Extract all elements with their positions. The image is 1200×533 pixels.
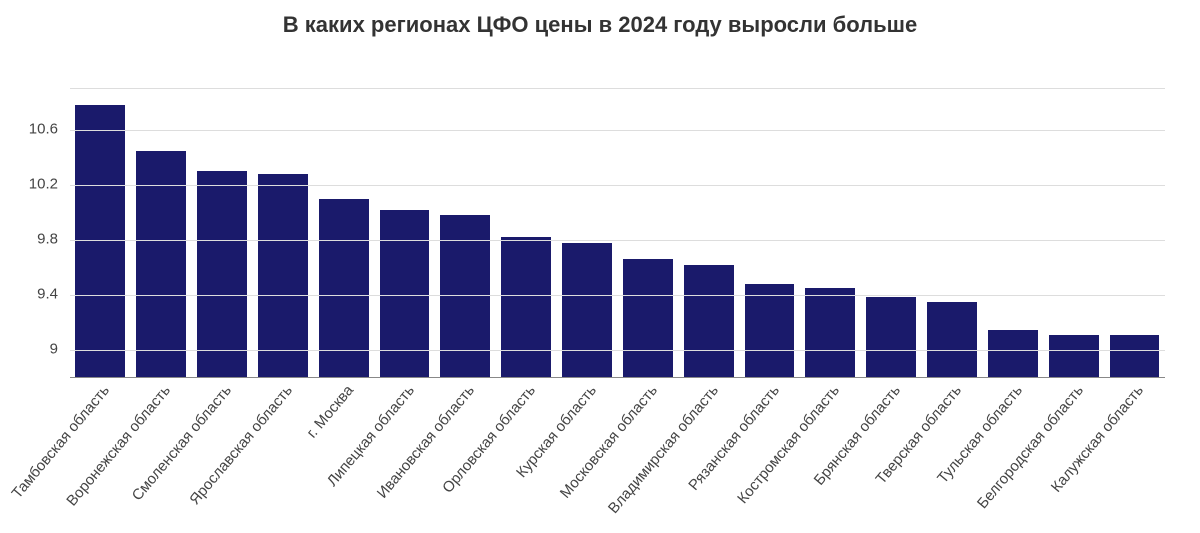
bar-slot: [70, 89, 131, 377]
bar-slot: [1104, 89, 1165, 377]
bar-slot: [678, 89, 739, 377]
bar: [562, 243, 612, 377]
gridline: [70, 130, 1165, 131]
bar: [501, 237, 551, 377]
bar: [1049, 335, 1099, 378]
bar-slot: [617, 89, 678, 377]
x-label-slot: Ярославская область: [252, 382, 313, 533]
y-tick-label: 10.2: [0, 176, 58, 193]
x-labels: Тамбовская областьВоронежская областьСмо…: [70, 382, 1165, 533]
bar: [927, 302, 977, 377]
bar-slot: [496, 89, 557, 377]
bar: [1110, 335, 1160, 378]
bar-slot: [131, 89, 192, 377]
bar: [866, 297, 916, 377]
bar: [623, 259, 673, 377]
bar-slot: [861, 89, 922, 377]
bar: [988, 330, 1038, 377]
bar-slot: [922, 89, 983, 377]
bar-slot: [313, 89, 374, 377]
bar: [75, 105, 125, 377]
bar-slot: [192, 89, 253, 377]
plot-area: [70, 88, 1165, 378]
gridline: [70, 185, 1165, 186]
y-tick-label: 9.8: [0, 230, 58, 247]
y-tick-label: 10.6: [0, 121, 58, 138]
bar-slot: [557, 89, 618, 377]
x-tick-label: Тамбовская область: [9, 382, 113, 502]
bar: [258, 174, 308, 377]
gridline: [70, 350, 1165, 351]
bars-container: [70, 89, 1165, 377]
bar: [380, 210, 430, 377]
bar-slot: [1043, 89, 1104, 377]
bar: [197, 171, 247, 377]
bar-slot: [252, 89, 313, 377]
y-tick-label: 9.4: [0, 285, 58, 302]
x-label-slot: Калужская область: [1104, 382, 1165, 533]
y-tick-label: 9: [0, 340, 58, 357]
bar: [745, 284, 795, 377]
bar-slot: [435, 89, 496, 377]
bar-slot: [739, 89, 800, 377]
chart-title: В каких регионах ЦФО цены в 2024 году вы…: [0, 0, 1200, 38]
bar-slot: [800, 89, 861, 377]
bar: [684, 265, 734, 377]
gridline: [70, 240, 1165, 241]
gridline: [70, 295, 1165, 296]
bar-slot: [982, 89, 1043, 377]
bar: [805, 288, 855, 377]
bar-slot: [374, 89, 435, 377]
